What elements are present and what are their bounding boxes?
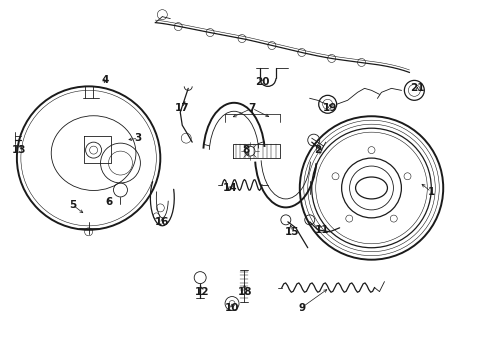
Text: 3: 3 <box>135 133 142 143</box>
Text: 4: 4 <box>102 75 109 85</box>
Text: 15: 15 <box>284 227 299 237</box>
Text: 8: 8 <box>242 145 249 155</box>
Text: 2: 2 <box>313 145 321 155</box>
Text: 6: 6 <box>105 197 112 207</box>
Text: 20: 20 <box>254 77 268 87</box>
Text: 18: 18 <box>237 287 252 297</box>
Text: 17: 17 <box>175 103 189 113</box>
Text: 12: 12 <box>195 287 209 297</box>
Text: 14: 14 <box>223 183 237 193</box>
Text: 10: 10 <box>224 302 239 312</box>
Text: 11: 11 <box>314 225 328 235</box>
Text: 9: 9 <box>298 302 305 312</box>
Text: 19: 19 <box>322 103 336 113</box>
Text: 7: 7 <box>248 103 255 113</box>
Text: 13: 13 <box>12 145 26 155</box>
Text: 5: 5 <box>69 200 76 210</box>
Text: 21: 21 <box>409 84 424 93</box>
Text: 16: 16 <box>155 217 169 227</box>
Text: 1: 1 <box>427 187 434 197</box>
